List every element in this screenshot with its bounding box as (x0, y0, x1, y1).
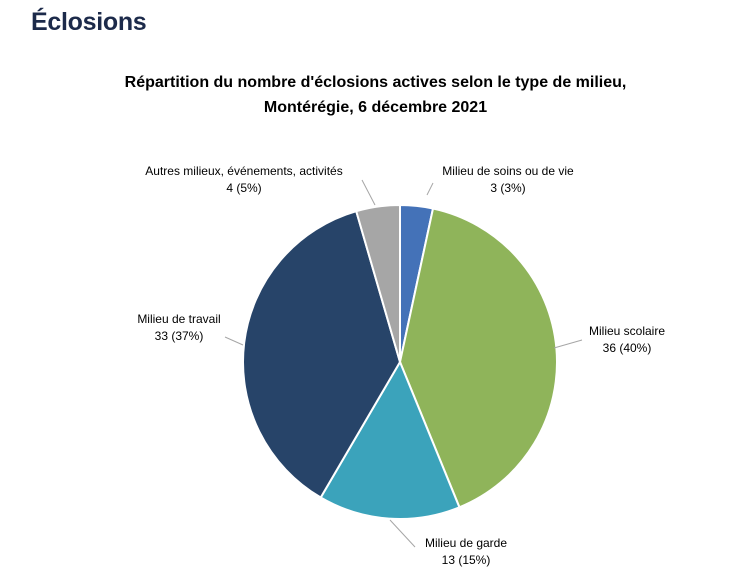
slice-value-label-5: 4 (5%) (226, 181, 261, 195)
section-heading: Éclosions (31, 8, 147, 36)
leader-line-2 (553, 339, 583, 349)
chart-title-line-2: Montérégie, 6 décembre 2021 (263, 99, 488, 116)
pie-slice-4 (242, 209, 402, 499)
slice-name-label-3: Milieu de garde (425, 536, 507, 550)
slice-name-label-2: Milieu scolaire (589, 324, 665, 338)
chart-title-line-1: Répartition du nombre d'éclosions active… (124, 74, 627, 91)
pie-slice-5 (355, 203, 401, 363)
leader-line-1 (426, 182, 434, 196)
slice-name-label-4: Milieu de travail (137, 312, 220, 326)
chart-title: Répartition du nombre d'éclosions active… (0, 70, 751, 120)
slice-value-label-4: 33 (37%) (155, 329, 204, 343)
pie-slice-3 (319, 359, 461, 520)
slice-value-label-1: 3 (3%) (490, 181, 525, 195)
slice-name-label-1: Milieu de soins ou de vie (442, 164, 574, 178)
leader-line-4 (224, 336, 244, 346)
slice-name-label-5: Autres milieux, événements, activités (145, 164, 342, 178)
pie-slice-2 (398, 207, 558, 509)
leader-line-3 (389, 519, 416, 548)
slice-value-label-3: 13 (15%) (442, 553, 491, 567)
slice-value-label-2: 36 (40%) (603, 341, 652, 355)
leader-line-5 (361, 179, 376, 206)
